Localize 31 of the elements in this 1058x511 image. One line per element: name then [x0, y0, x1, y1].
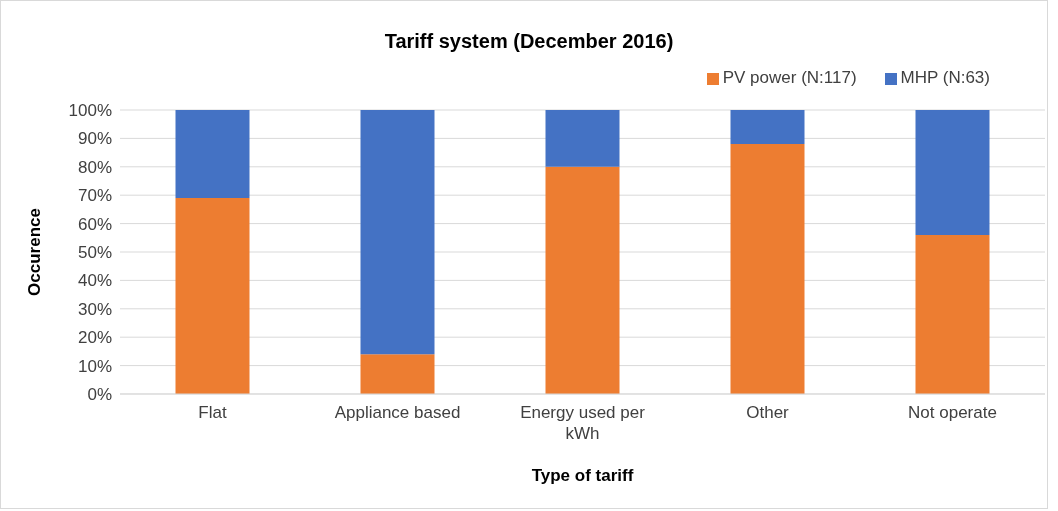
y-tick-label: 30% [77, 299, 112, 319]
x-tick-label: Other [746, 403, 790, 422]
legend-label: PV power (N:117) [722, 68, 857, 87]
x-tick-label: Flat [198, 403, 227, 422]
y-tick-label: 0% [87, 385, 112, 405]
bar [730, 110, 805, 145]
x-tick-label: Appliance based [334, 403, 461, 422]
bar [360, 354, 435, 394]
y-tick-label: 90% [77, 129, 112, 149]
y-tick-label: 60% [77, 214, 112, 234]
y-tick-label: 20% [77, 328, 112, 348]
bar [360, 110, 435, 355]
bar [545, 110, 620, 167]
bar [545, 166, 620, 394]
bar [915, 234, 990, 394]
y-tick-label: 70% [77, 186, 112, 206]
legend-label: MHP (N:63) [900, 68, 990, 87]
y-axis-title: Occurence [25, 208, 45, 296]
y-tick-label: 50% [77, 243, 112, 263]
bar [730, 144, 805, 394]
y-tick-label: 40% [77, 271, 112, 291]
y-tick-label: 10% [77, 356, 112, 376]
y-tick-label: 80% [77, 157, 112, 177]
bar [175, 110, 250, 199]
x-axis-title: Type of tariff [531, 466, 634, 485]
bar [175, 198, 250, 394]
y-tick-label: 100% [68, 101, 112, 121]
bar [915, 110, 990, 235]
chart-title: Tariff system (December 2016) [383, 30, 675, 53]
x-tick-label: Energy used per kWh [520, 403, 646, 443]
x-tick-label: Not operate [908, 403, 997, 422]
